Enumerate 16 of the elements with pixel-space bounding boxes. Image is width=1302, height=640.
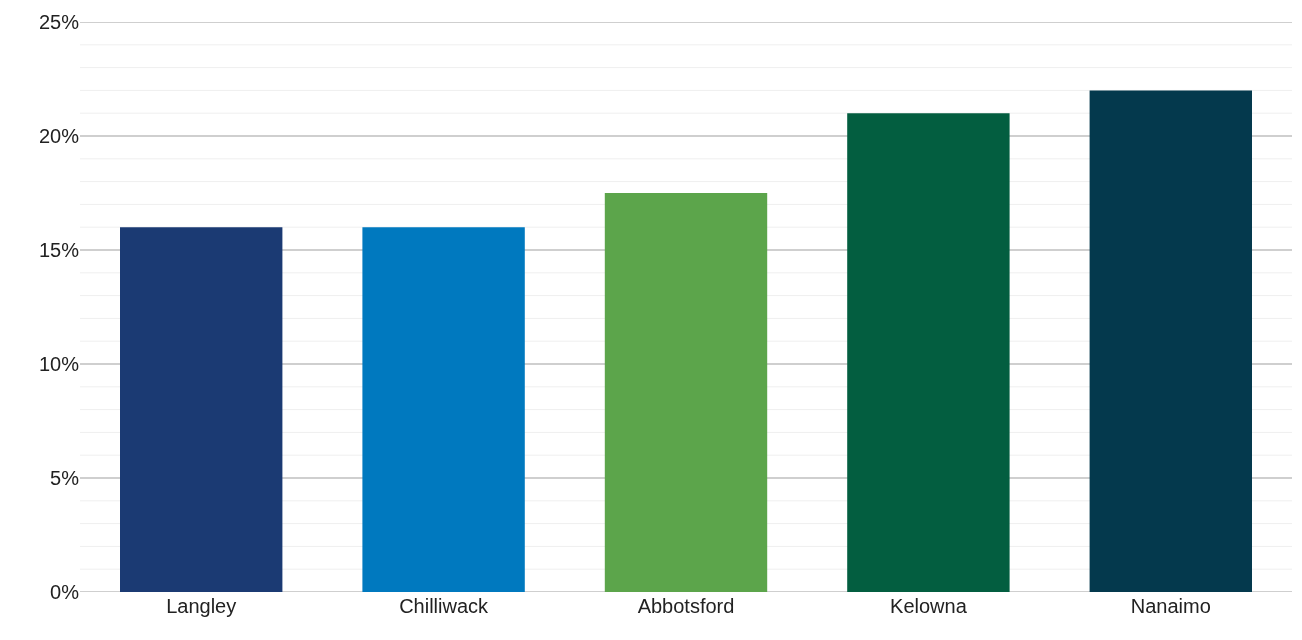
y-tick-label: 25%: [38, 11, 80, 33]
y-tick-label: 5%: [50, 467, 80, 489]
x-tick-label: Kelowna: [890, 595, 968, 617]
bar: [604, 193, 768, 592]
bar: [1089, 90, 1252, 592]
y-tick-label: 20%: [38, 125, 80, 147]
bar: [362, 227, 525, 592]
bar: [847, 113, 1010, 592]
x-tick-label: Chilliwack: [399, 595, 490, 617]
y-tick-label: 10%: [38, 353, 80, 375]
y-tick-label: 15%: [38, 239, 80, 261]
y-tick-label: 0%: [50, 581, 80, 603]
x-tick-label: Abbotsford: [637, 595, 735, 617]
x-tick-label: Nanaimo: [1130, 595, 1211, 617]
bar: [120, 227, 283, 592]
x-tick-label: Langley: [166, 595, 237, 617]
